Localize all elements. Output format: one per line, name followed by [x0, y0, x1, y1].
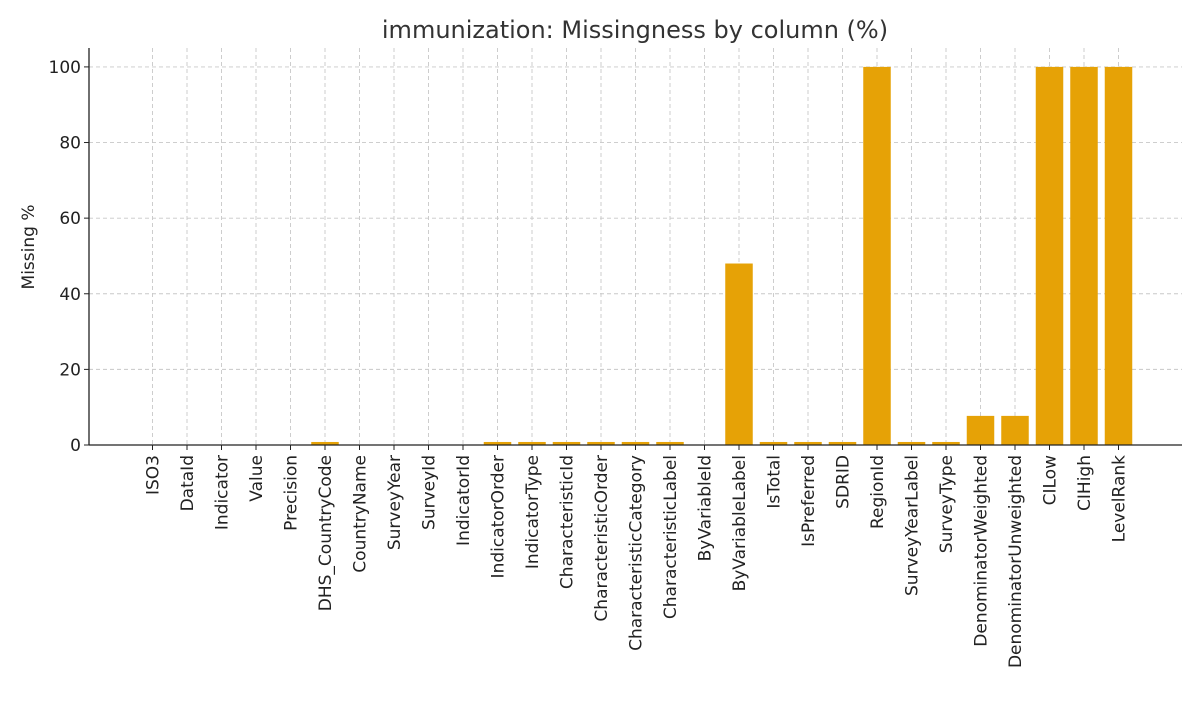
- bar-DenominatorWeighted: [966, 415, 995, 445]
- bar-IndicatorType: [518, 441, 546, 445]
- bar-IsPreferred: [794, 441, 822, 445]
- bar-SurveyYearLabel: [897, 441, 926, 445]
- x-tick-label: IsPreferred: [799, 455, 819, 547]
- y-tick-label: 80: [59, 134, 81, 154]
- x-tick-label: SDRID: [834, 455, 854, 509]
- x-tick-label: ByVariableId: [696, 455, 716, 561]
- x-tick-label: DenominatorUnweighted: [1006, 455, 1026, 668]
- x-tick-label: DHS_CountryCode: [316, 455, 336, 611]
- bar-CharacteristicCategory: [621, 441, 650, 445]
- x-tick-label: CILow: [1041, 455, 1061, 505]
- x-tick-label: SurveyYear: [385, 455, 405, 550]
- y-tick-label: 0: [70, 436, 81, 456]
- x-tick-label: CountryName: [351, 455, 371, 573]
- bars: [311, 66, 1133, 446]
- x-tick-label: RegionId: [868, 455, 888, 529]
- bar-IsTotal: [759, 441, 788, 445]
- x-tick-label: ByVariableLabel: [730, 455, 750, 591]
- grid-lines: [89, 48, 1182, 446]
- bar-SDRID: [828, 441, 857, 445]
- bar-SurveyType: [932, 441, 960, 445]
- bar-CharacteristicLabel: [656, 441, 684, 445]
- x-tick-label: CharacteristicLabel: [661, 455, 681, 619]
- chart-title: immunization: Missingness by column (%): [382, 16, 888, 44]
- x-tick-label: IsTotal: [765, 455, 785, 509]
- x-tick-label: CharacteristicOrder: [592, 455, 612, 622]
- axes: [84, 48, 1182, 450]
- bar-DHS_CountryCode: [311, 441, 339, 445]
- bar-DenominatorUnweighted: [1001, 415, 1029, 445]
- y-tick-label: 20: [59, 360, 81, 380]
- x-tick-label: Indicator: [213, 455, 233, 530]
- bar-CharacteristicOrder: [587, 441, 615, 445]
- bar-CharacteristicId: [552, 441, 581, 445]
- bar-LevelRank: [1104, 66, 1133, 446]
- y-tick-label: 40: [59, 285, 81, 305]
- x-tick-label: IndicatorType: [523, 455, 543, 569]
- x-tick-label: DataId: [178, 455, 198, 511]
- x-tick-label: IndicatorOrder: [489, 455, 509, 578]
- x-tick-label: ISO3: [144, 455, 164, 495]
- y-tick-label: 60: [59, 209, 81, 229]
- x-tick-label: Value: [247, 455, 267, 502]
- y-tick-labels: 0 20 40 60 80 100: [49, 58, 81, 456]
- bar-CIHigh: [1070, 66, 1098, 446]
- y-tick-label: 100: [49, 58, 81, 78]
- x-tick-label: SurveyYearLabel: [903, 455, 923, 596]
- bar-RegionId: [863, 66, 891, 446]
- x-tick-labels: ISO3 DataId Indicator Value Precision DHS_Cou…: [144, 455, 1130, 668]
- bar-ByVariableLabel: [725, 263, 753, 445]
- x-tick-label: DenominatorWeighted: [972, 455, 992, 647]
- x-tick-label: CIHigh: [1075, 455, 1095, 511]
- x-tick-label: Precision: [282, 455, 302, 531]
- bar-CILow: [1035, 66, 1064, 446]
- x-tick-label: SurveyType: [937, 455, 957, 553]
- x-tick-label: CharacteristicId: [558, 455, 578, 589]
- bar-IndicatorOrder: [483, 441, 512, 445]
- x-tick-label: IndicatorId: [454, 455, 474, 546]
- x-tick-label: CharacteristicCategory: [627, 455, 647, 651]
- x-tick-label: LevelRank: [1110, 455, 1130, 543]
- y-axis-title: Missing %: [19, 205, 39, 290]
- x-tick-label: SurveyId: [420, 455, 440, 530]
